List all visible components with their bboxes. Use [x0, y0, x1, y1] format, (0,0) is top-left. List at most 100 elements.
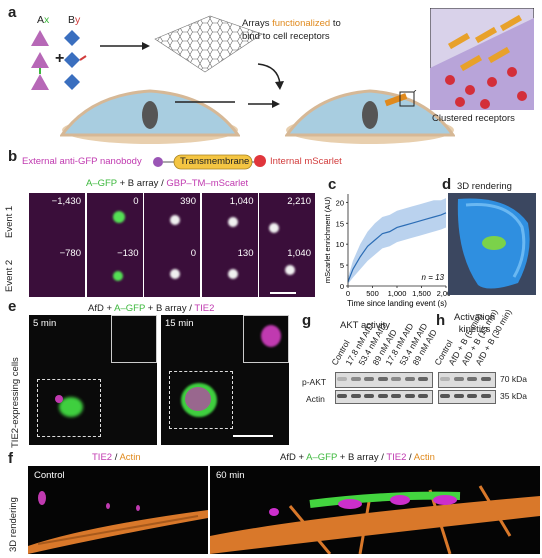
f-render-60min — [210, 466, 540, 554]
f-control-label: Control — [34, 470, 65, 481]
g-pakt-band — [350, 377, 361, 381]
h-actin-band — [453, 394, 464, 398]
arrays-text-3: bind to cell receptors — [242, 31, 330, 42]
e-micro-5min: 5 min — [29, 315, 157, 445]
nanobody-label: External anti-GFP nanobody — [22, 156, 142, 167]
arrow-a1-icon — [100, 42, 150, 50]
g-actin-band — [364, 394, 374, 398]
arrow-a2-icon — [175, 101, 235, 103]
e-time-5min: 5 min — [33, 318, 57, 329]
e-scale-bar — [233, 435, 273, 437]
f-right-tie2: TIE2 — [386, 452, 407, 463]
by-diamond-icon — [64, 30, 80, 46]
e-title-agfp: A–GFP — [114, 303, 146, 314]
ax-label: Ax — [37, 14, 49, 26]
h-pakt-band — [440, 377, 450, 381]
event2-spot — [285, 265, 295, 275]
zoom-box-icon — [399, 90, 417, 107]
transmembrane-label: Transmembrane — [180, 156, 250, 167]
panel-f-title-left: TIE2 / Actin — [92, 452, 141, 463]
chart-c-xtick-label: 2,000 — [437, 289, 450, 298]
by-letter: B — [68, 14, 76, 26]
g-pakt-band — [404, 377, 415, 381]
arrays-text-1: Arrays — [242, 18, 273, 29]
f-60min-label: 60 min — [216, 470, 245, 481]
g-actin-band — [391, 394, 401, 398]
chart-c-ytick-label: 15 — [336, 219, 344, 228]
plus-sign: + — [55, 50, 65, 67]
chart-c-mean-line — [347, 212, 447, 283]
h-kda-70: 70 kDa — [500, 374, 527, 384]
panel-e-label: e — [8, 298, 17, 315]
panel-d-title: 3D rendering — [457, 181, 512, 192]
event2-time: 0 — [190, 248, 196, 259]
e-side-label: TIE2-expressing cells — [10, 357, 21, 448]
chart-c-xtick-label: 0 — [346, 289, 350, 298]
g-pakt-band — [337, 377, 347, 381]
panel-e-title: AfD + A–GFP + B array / TIE2 — [88, 303, 214, 314]
chart-c-ci-band — [348, 198, 446, 284]
arrow-curved-icon — [257, 63, 284, 90]
panel-b-label: b — [8, 148, 18, 165]
clustered-receptors-inset — [430, 8, 534, 110]
f-right-agfp: A–GFP — [306, 452, 338, 463]
ax-triangle-icon — [31, 30, 49, 46]
event2-time: 130 — [237, 248, 254, 259]
f-side-label: 3D rendering — [8, 497, 19, 552]
event1-label: Event 1 — [4, 205, 15, 238]
e-title-mid: + B array / — [145, 303, 195, 314]
f-left-sep: / — [112, 452, 120, 463]
f-left-actin: Actin — [119, 452, 141, 463]
chart-c-xtick-label: 500 — [366, 289, 379, 298]
b-scale-bar — [270, 292, 296, 294]
event1-time: 1,040 — [229, 196, 254, 207]
panel-b-title: A–GFP + B array / GBP–TM–mScarlet — [86, 178, 248, 189]
g-row1-label: p-AKT — [302, 377, 327, 387]
h-pakt-band — [453, 377, 464, 381]
chart-c-xtick-label: 1,500 — [412, 289, 431, 298]
arrays-text-2: to — [330, 18, 341, 29]
chart-c-ytick-label: 20 — [336, 198, 344, 207]
mscarlet-circle-icon — [254, 155, 266, 167]
ax-sub: x — [44, 14, 50, 26]
f-right-afd: AfD + — [280, 452, 307, 463]
f-left-tie2: TIE2 — [92, 452, 113, 463]
g-actin-band — [404, 394, 415, 398]
g-pakt-band — [391, 377, 401, 381]
event2-spot — [227, 269, 238, 279]
event1-frame: 0 — [86, 193, 143, 245]
event2-time: −130 — [117, 248, 139, 259]
event1-spot — [112, 211, 125, 223]
event1-spot — [227, 217, 238, 227]
event1-time: −1,430 — [51, 196, 81, 207]
e-micro-15min: 15 min — [161, 315, 289, 445]
event1-time: 390 — [180, 196, 196, 207]
event2-spot — [170, 269, 180, 279]
panel-g-label: g — [302, 312, 312, 329]
chart-c-ytick-label: 10 — [336, 240, 344, 249]
g-actin-band — [350, 394, 361, 398]
g-pakt-band — [418, 377, 428, 381]
panel-g-title: AKT activity — [340, 320, 390, 331]
event2-frame: 1,040 — [259, 245, 315, 297]
event2-time: 1,040 — [287, 248, 311, 259]
event1-spot — [170, 215, 180, 225]
h-actin-band — [480, 394, 491, 398]
event2-frame: −130 — [86, 245, 143, 297]
f-right-sep: / — [406, 452, 414, 463]
chart-c-ytick-label: 5 — [340, 261, 344, 270]
3d-rendering-image — [448, 193, 536, 295]
h-pakt-band — [467, 377, 477, 381]
f-right-actin: Actin — [413, 452, 435, 463]
clustered-receptors-label: Clustered receptors — [432, 113, 515, 124]
event2-frame: 0 — [144, 245, 200, 297]
event2-label: Event 2 — [4, 259, 15, 292]
g-actin-band — [377, 394, 388, 398]
lattice-array-icon — [154, 15, 263, 73]
panel-a-label: a — [8, 4, 17, 21]
g-actin-band — [337, 394, 347, 398]
e-title-tie2: TIE2 — [194, 303, 215, 314]
h-actin-band — [467, 394, 477, 398]
event2-frame: −780 — [29, 245, 85, 297]
h-title-2: kinetics — [458, 324, 491, 335]
